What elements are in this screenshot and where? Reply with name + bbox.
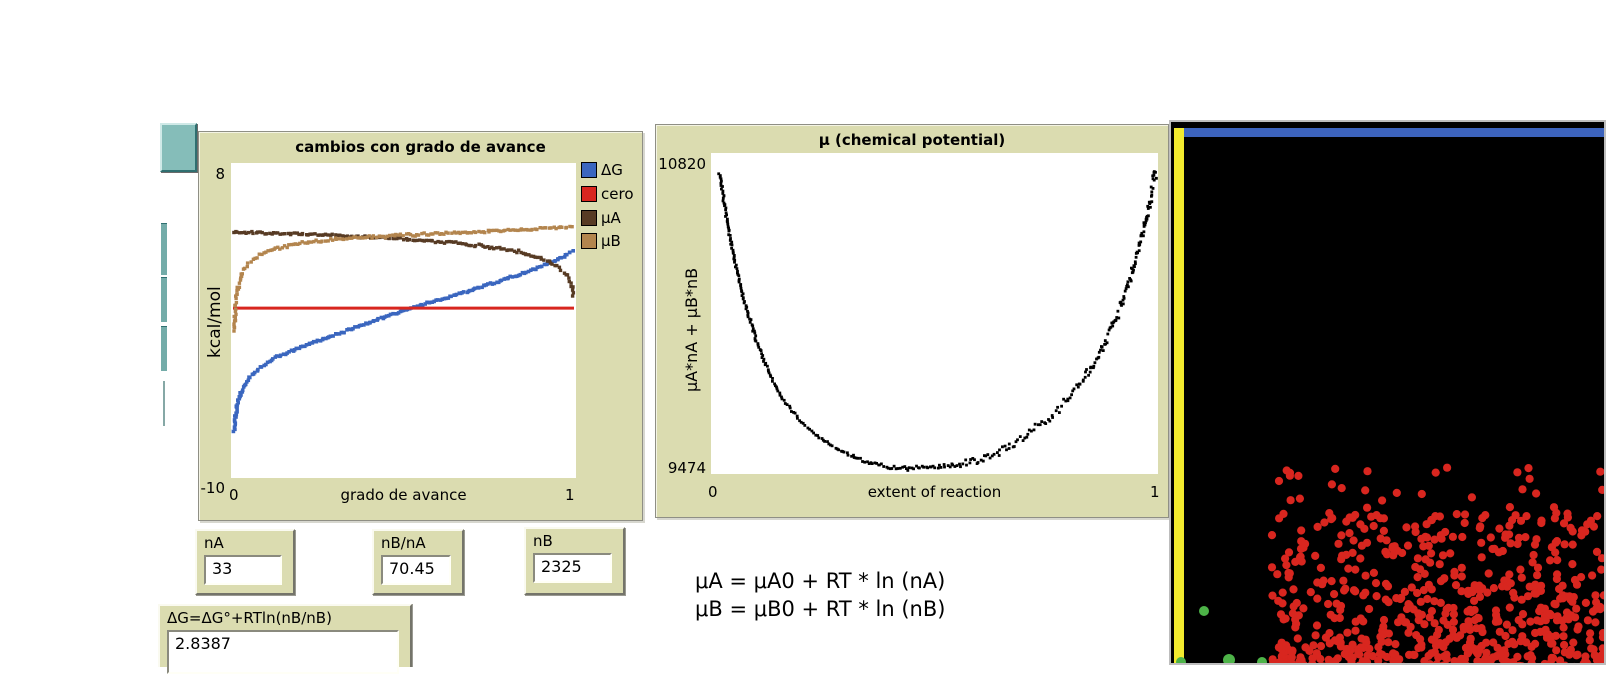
legend-label: μA (601, 209, 621, 227)
monitor-nA: nA 33 (195, 529, 295, 595)
world-canvas (1171, 122, 1604, 663)
plot-chemical-potential: μ (chemical potential) 10820 9474 μA*nA … (655, 124, 1169, 518)
x-max-tick: 1 (565, 486, 575, 504)
formula-muB: μB = μB0 + RT * ln (nB) (695, 595, 945, 623)
x-axis-label: extent of reaction (711, 483, 1158, 501)
plot-series-canvas (711, 153, 1158, 474)
legend-swatch-dG (581, 162, 597, 178)
plot-title: cambios con grado de avance (199, 138, 642, 156)
monitor-value: 33 (204, 555, 282, 585)
monitor-deltaG: ΔG=ΔG°+RTln(nB/nB) 2.8387 (158, 604, 412, 667)
monitor-nB: nB 2325 (524, 527, 625, 595)
x-max-tick: 1 (1150, 483, 1160, 501)
y-max-tick: 8 (199, 165, 225, 183)
monitor-label: nB (533, 532, 553, 550)
plot-series-canvas (231, 163, 576, 478)
monitor-label: nA (204, 534, 224, 552)
legend-label: μB (601, 232, 621, 250)
plot-legend: ΔG cero μA μB (581, 161, 639, 281)
world-view (1169, 120, 1606, 665)
legend-swatch-cero (581, 186, 597, 202)
plot-canvas (711, 153, 1158, 474)
legend-swatch-muA (581, 210, 597, 226)
x-axis-label: grado de avance (231, 486, 576, 504)
monitor-label: nB/nA (381, 534, 426, 552)
legend-label: cero (601, 185, 634, 203)
monitor-value: 2.8387 (167, 630, 399, 674)
slider-fragment-2[interactable] (161, 277, 167, 322)
plot-canvas (231, 163, 576, 478)
legend-label: ΔG (601, 161, 623, 179)
y-min-tick: 9474 (656, 459, 706, 477)
y-axis-label: μA*nA + μB*nB (682, 230, 701, 430)
formula-muA: μA = μA0 + RT * ln (nA) (695, 567, 945, 595)
y-min-tick: -10 (199, 479, 225, 497)
slider-fragment-4[interactable] (163, 381, 165, 426)
y-axis-label: kcal/mol (205, 232, 225, 412)
slider-fragment-1[interactable] (161, 223, 167, 275)
plot-cambios-con-grado-de-avance: cambios con grado de avance 8 -10 kcal/m… (198, 131, 643, 521)
legend-swatch-muB (581, 233, 597, 249)
slider-fragment-3[interactable] (161, 326, 167, 371)
monitor-nB-over-nA: nB/nA 70.45 (372, 529, 464, 595)
y-max-tick: 10820 (656, 155, 706, 173)
monitor-value: 2325 (533, 553, 612, 583)
chemical-potential-formulas: μA = μA0 + RT * ln (nA) μB = μB0 + RT * … (695, 567, 945, 623)
setup-button-fragment[interactable] (160, 123, 197, 172)
monitor-value: 70.45 (381, 555, 451, 585)
monitor-label: ΔG=ΔG°+RTln(nB/nB) (167, 609, 332, 627)
plot-title: μ (chemical potential) (656, 131, 1168, 149)
